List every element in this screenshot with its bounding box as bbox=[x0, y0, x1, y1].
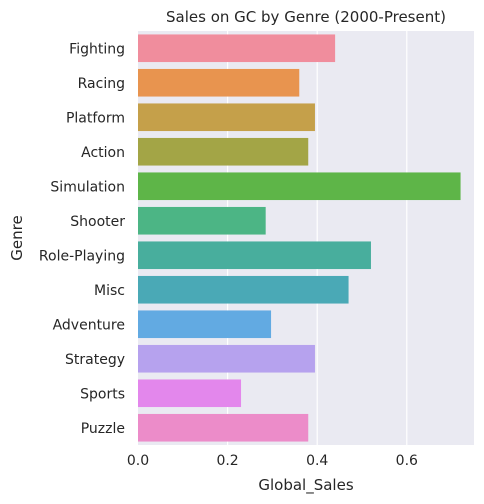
x-tick-label: 0.4 bbox=[306, 453, 328, 469]
y-tick-label: Role-Playing bbox=[39, 248, 125, 264]
x-tick-label: 0.0 bbox=[127, 453, 149, 469]
bar-racing bbox=[138, 68, 300, 97]
bar-role-playing bbox=[138, 241, 371, 270]
x-tick-labels: 0.0 0.2 0.4 0.6 bbox=[127, 453, 418, 469]
bar-strategy bbox=[138, 344, 315, 373]
x-axis-label: Global_Sales bbox=[258, 476, 353, 495]
bar-action bbox=[138, 137, 309, 166]
plot-background bbox=[138, 31, 474, 445]
bar-adventure bbox=[138, 310, 272, 339]
y-tick-label: Misc bbox=[94, 283, 125, 299]
chart-title: Sales on GC by Genre (2000-Present) bbox=[166, 8, 446, 26]
y-tick-label: Puzzle bbox=[81, 421, 125, 437]
y-tick-label: Adventure bbox=[53, 317, 125, 333]
x-tick-label: 0.2 bbox=[216, 453, 238, 469]
y-tick-label: Action bbox=[81, 145, 125, 161]
bar-misc bbox=[138, 275, 349, 304]
bar-shooter bbox=[138, 206, 266, 235]
bar-fighting bbox=[138, 34, 336, 63]
bar-platform bbox=[138, 103, 315, 132]
y-tick-labels: Fighting Racing Platform Action Simulation Sh… bbox=[39, 41, 125, 437]
y-tick-label: Racing bbox=[78, 76, 125, 92]
bar-puzzle bbox=[138, 413, 309, 442]
grid-lines bbox=[227, 31, 408, 445]
y-tick-label: Strategy bbox=[65, 352, 125, 368]
bar-sports bbox=[138, 379, 242, 408]
x-tick-label: 0.6 bbox=[396, 453, 418, 469]
bars bbox=[138, 34, 461, 442]
y-tick-label: Shooter bbox=[70, 214, 125, 230]
bar-simulation bbox=[138, 172, 461, 201]
y-tick-label: Fighting bbox=[69, 41, 125, 57]
y-tick-label: Sports bbox=[80, 386, 125, 402]
y-axis-label: Genre bbox=[8, 215, 26, 260]
y-tick-label: Simulation bbox=[50, 179, 125, 195]
y-tick-label: Platform bbox=[66, 110, 125, 126]
